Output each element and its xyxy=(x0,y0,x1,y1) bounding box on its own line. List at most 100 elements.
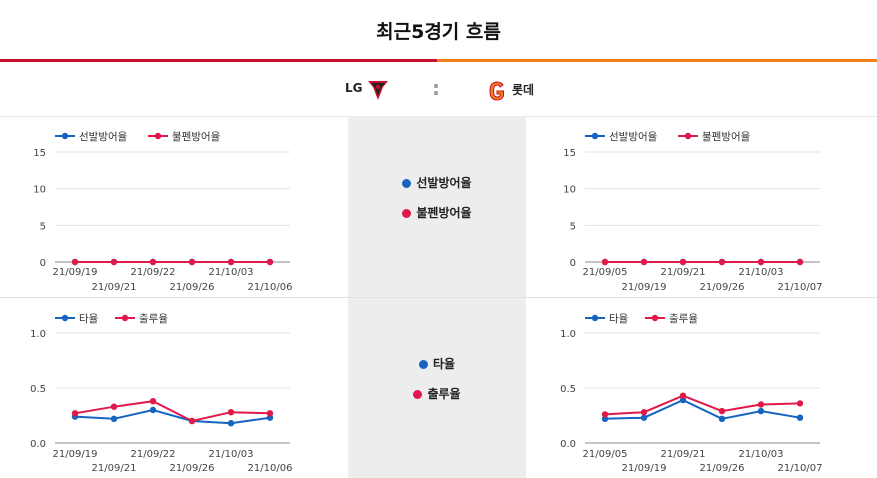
legend-label[interactable]: 선발방어율 xyxy=(79,131,128,143)
legend-label[interactable]: 타율 xyxy=(79,313,99,325)
legend-swatch-dot xyxy=(154,132,162,140)
data-point[interactable] xyxy=(266,414,274,421)
x-tick-label: 21/09/26 xyxy=(700,463,745,474)
blue-dot-icon xyxy=(418,360,428,369)
data-point[interactable] xyxy=(718,258,726,266)
data-point[interactable] xyxy=(266,258,274,266)
x-tick-label: 21/09/19 xyxy=(622,282,667,293)
series-line-0 xyxy=(604,398,801,420)
x-tick-label: 21/10/06 xyxy=(248,463,293,474)
y-tick-label: 0 xyxy=(40,258,46,269)
legend-swatch-dot xyxy=(684,132,692,140)
data-point[interactable] xyxy=(640,414,648,421)
data-point[interactable] xyxy=(188,258,196,266)
y-tick-label: 0.0 xyxy=(30,439,46,450)
legend-label[interactable]: 출루율 xyxy=(139,313,168,325)
legend-swatch-dot xyxy=(61,132,69,140)
data-point[interactable] xyxy=(71,258,79,266)
legend-label[interactable]: 불펜방어율 xyxy=(172,131,221,143)
series-line-1 xyxy=(74,400,271,423)
legend-swatch-dot xyxy=(591,314,599,322)
x-tick-label: 21/09/05 xyxy=(583,449,628,460)
legend-label[interactable]: 출루율 xyxy=(669,313,698,325)
data-point[interactable] xyxy=(640,258,648,266)
data-point[interactable] xyxy=(227,409,235,416)
data-point[interactable] xyxy=(601,415,609,422)
data-point[interactable] xyxy=(757,258,765,266)
y-tick-label: 10 xyxy=(563,185,576,196)
lg-twins-logo-icon xyxy=(368,81,388,100)
y-tick-label: 10 xyxy=(33,185,46,196)
data-point[interactable] xyxy=(227,258,235,266)
x-tick-label: 21/09/21 xyxy=(661,449,706,460)
data-point[interactable] xyxy=(110,258,118,266)
data-point[interactable] xyxy=(796,414,804,421)
data-point[interactable] xyxy=(266,410,274,417)
x-tick-label: 21/09/19 xyxy=(622,463,667,474)
data-point[interactable] xyxy=(718,415,726,422)
data-point[interactable] xyxy=(640,409,648,416)
data-point[interactable] xyxy=(796,400,804,407)
y-tick-label: 5 xyxy=(570,221,576,232)
legend-swatch-dot xyxy=(591,132,599,140)
lotte-batting-chart: 0.0 0.5 1.0 21/09/05 21/09/19 21/09/21 21/09/2… xyxy=(560,313,822,474)
section-divider-middle xyxy=(0,297,877,298)
series-line-0 xyxy=(74,408,271,425)
blue-dot-icon xyxy=(402,179,412,188)
data-point[interactable] xyxy=(110,415,118,422)
data-point[interactable] xyxy=(601,258,609,266)
y-tick-label: 0.5 xyxy=(560,384,576,395)
data-point[interactable] xyxy=(601,411,609,418)
page-title: 최근5경기 흐름 xyxy=(376,21,501,43)
series-line-1 xyxy=(604,394,801,416)
y-tick-label: 0.5 xyxy=(30,384,46,395)
team-header: LG : 롯데 xyxy=(0,62,877,116)
data-point[interactable] xyxy=(110,403,118,410)
legend-label[interactable]: 타율 xyxy=(609,313,629,325)
data-point[interactable] xyxy=(796,258,804,266)
data-point[interactable] xyxy=(718,407,726,415)
legend-swatch-dot xyxy=(61,314,69,322)
lg-pitching-era-chart: 0 5 10 15 21/09/19 21/09/21 21/09/22 21/09/26 21… xyxy=(33,131,293,293)
data-point[interactable] xyxy=(149,258,157,266)
data-point[interactable] xyxy=(757,407,765,415)
center-legend-on-base-pct: 출루율 xyxy=(348,385,526,402)
data-point[interactable] xyxy=(227,420,235,427)
center-legend-bullpen-era: 불펜방어율 xyxy=(348,204,526,221)
lotte-pitching-era-chart: 0 5 10 15 21/09/05 21/09/19 21/09/21 21/09/26 21… xyxy=(563,131,822,293)
home-team-name: LG xyxy=(345,81,363,95)
x-tick-label: 21/09/21 xyxy=(92,282,137,293)
y-tick-label: 15 xyxy=(563,148,576,159)
y-tick-label: 1.0 xyxy=(560,329,576,340)
center-legend-batting-avg: 타율 xyxy=(348,355,526,372)
data-point[interactable] xyxy=(149,406,157,414)
x-tick-label: 21/09/21 xyxy=(92,463,137,474)
y-tick-label: 0.0 xyxy=(560,439,576,450)
y-tick-label: 15 xyxy=(33,148,46,159)
data-point[interactable] xyxy=(188,417,196,425)
data-point[interactable] xyxy=(679,258,687,266)
legend-swatch-dot xyxy=(651,314,659,322)
data-point[interactable] xyxy=(679,396,687,404)
x-tick-label: 21/09/26 xyxy=(170,282,215,293)
x-tick-label: 21/10/03 xyxy=(209,267,254,278)
x-tick-label: 21/10/06 xyxy=(248,282,293,293)
data-point[interactable] xyxy=(149,398,157,405)
data-point[interactable] xyxy=(679,392,687,399)
legend-label[interactable]: 불펜방어율 xyxy=(702,131,751,143)
data-point[interactable] xyxy=(757,401,765,408)
x-tick-label: 21/10/03 xyxy=(209,449,254,460)
x-tick-label: 21/09/26 xyxy=(170,463,215,474)
center-legend-starter-era: 선발방어율 xyxy=(348,174,526,191)
y-tick-label: 5 xyxy=(40,221,46,232)
lg-batting-chart: 0.0 0.5 1.0 21/09/19 21/09/21 21/09/22 21/09/2… xyxy=(30,313,293,474)
away-team-name: 롯데 xyxy=(512,83,535,97)
x-tick-label: 21/09/22 xyxy=(131,449,176,460)
x-tick-label: 21/09/22 xyxy=(131,267,176,278)
x-tick-label: 21/09/26 xyxy=(700,282,745,293)
x-tick-label: 21/09/19 xyxy=(53,267,98,278)
data-point[interactable] xyxy=(71,410,79,417)
lotte-color-bar xyxy=(437,59,877,62)
red-dot-icon xyxy=(402,209,412,218)
legend-label[interactable]: 선발방어율 xyxy=(609,131,658,143)
